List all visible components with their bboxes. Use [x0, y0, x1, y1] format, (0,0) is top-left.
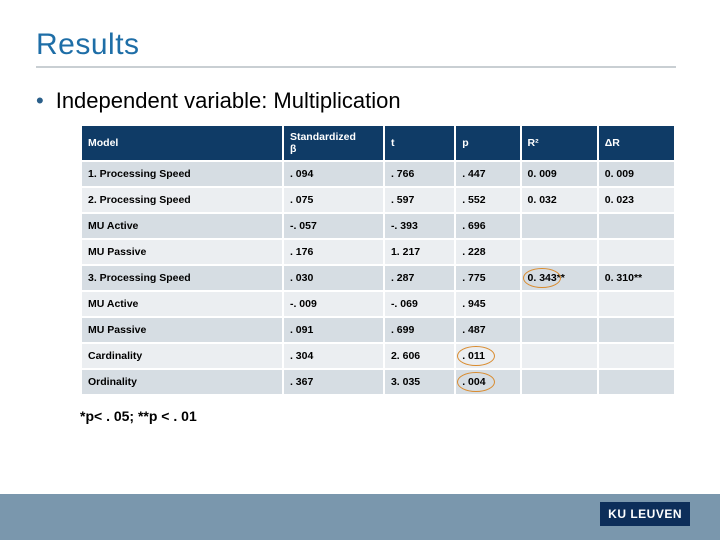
- bullet-text: Independent variable: Multiplication: [56, 88, 401, 114]
- table-cell: 3. Processing Speed: [81, 265, 283, 291]
- ku-leuven-logo: KU LEUVEN: [600, 502, 690, 526]
- table-row: MU Active-. 009-. 069. 945: [81, 291, 675, 317]
- table-cell: . 766: [384, 161, 455, 187]
- table-cell: . 304: [283, 343, 384, 369]
- title-underline: [36, 66, 676, 68]
- table-cell: 0. 009: [521, 161, 598, 187]
- table-cell: . 176: [283, 239, 384, 265]
- table-row: 1. Processing Speed. 094. 766. 4470. 009…: [81, 161, 675, 187]
- table-cell: [521, 343, 598, 369]
- table-cell: [598, 317, 675, 343]
- table-cell: MU Active: [81, 291, 283, 317]
- column-header: t: [384, 125, 455, 161]
- table-cell: 1. 217: [384, 239, 455, 265]
- table-cell: -. 393: [384, 213, 455, 239]
- column-header: ΔR: [598, 125, 675, 161]
- table-cell: 0. 009: [598, 161, 675, 187]
- table-cell: . 011: [455, 343, 520, 369]
- table-cell: -. 057: [283, 213, 384, 239]
- table-row: 2. Processing Speed. 075. 597. 5520. 032…: [81, 187, 675, 213]
- slide: Results • Independent variable: Multipli…: [0, 0, 720, 540]
- table-cell: [598, 213, 675, 239]
- table-cell: . 091: [283, 317, 384, 343]
- column-header: R²: [521, 125, 598, 161]
- table-cell: MU Passive: [81, 317, 283, 343]
- table-cell: [521, 213, 598, 239]
- table-cell: 0. 023: [598, 187, 675, 213]
- table-cell: 0. 310**: [598, 265, 675, 291]
- table-cell: -. 069: [384, 291, 455, 317]
- table-cell: . 228: [455, 239, 520, 265]
- table-cell: 2. Processing Speed: [81, 187, 283, 213]
- table-cell: . 487: [455, 317, 520, 343]
- table-row: 3. Processing Speed. 030. 287. 7750. 343…: [81, 265, 675, 291]
- table-cell: [521, 317, 598, 343]
- table-cell: 0. 343**: [521, 265, 598, 291]
- table-cell: [598, 343, 675, 369]
- table-cell: [598, 291, 675, 317]
- table-cell: [521, 239, 598, 265]
- table-cell: MU Passive: [81, 239, 283, 265]
- table-cell: . 945: [455, 291, 520, 317]
- table-cell: 2. 606: [384, 343, 455, 369]
- table-cell: . 597: [384, 187, 455, 213]
- table-row: Cardinality. 3042. 606. 011: [81, 343, 675, 369]
- bullet-icon: •: [36, 90, 44, 112]
- table-cell: -. 009: [283, 291, 384, 317]
- table-body: 1. Processing Speed. 094. 766. 4470. 009…: [81, 161, 675, 395]
- table-cell: Ordinality: [81, 369, 283, 395]
- table-cell: . 775: [455, 265, 520, 291]
- slide-title: Results: [36, 28, 684, 62]
- table-cell: . 004: [455, 369, 520, 395]
- table-cell: . 696: [455, 213, 520, 239]
- table-cell: [598, 239, 675, 265]
- table-row: MU Active-. 057-. 393. 696: [81, 213, 675, 239]
- table-cell: Cardinality: [81, 343, 283, 369]
- results-table: ModelStandardizedβtpR²ΔR 1. Processing S…: [80, 124, 676, 396]
- table-cell: . 075: [283, 187, 384, 213]
- table-head: ModelStandardizedβtpR²ΔR: [81, 125, 675, 161]
- table-cell: MU Active: [81, 213, 283, 239]
- table-row: MU Passive. 1761. 217. 228: [81, 239, 675, 265]
- table-cell: . 094: [283, 161, 384, 187]
- table-cell: 3. 035: [384, 369, 455, 395]
- table-cell: . 030: [283, 265, 384, 291]
- table-row: MU Passive. 091. 699. 487: [81, 317, 675, 343]
- significance-footnote: *p< . 05; **p < . 01: [80, 408, 684, 424]
- table-cell: . 447: [455, 161, 520, 187]
- column-header: Model: [81, 125, 283, 161]
- bullet-row: • Independent variable: Multiplication: [36, 88, 684, 114]
- table-row: Ordinality. 3673. 035. 004: [81, 369, 675, 395]
- table-cell: [598, 369, 675, 395]
- table-cell: 0. 032: [521, 187, 598, 213]
- results-table-wrap: ModelStandardizedβtpR²ΔR 1. Processing S…: [80, 124, 676, 396]
- table-cell: 1. Processing Speed: [81, 161, 283, 187]
- table-cell: . 699: [384, 317, 455, 343]
- column-header: p: [455, 125, 520, 161]
- table-cell: [521, 291, 598, 317]
- column-header: Standardizedβ: [283, 125, 384, 161]
- table-cell: . 287: [384, 265, 455, 291]
- table-cell: . 552: [455, 187, 520, 213]
- table-cell: . 367: [283, 369, 384, 395]
- table-cell: [521, 369, 598, 395]
